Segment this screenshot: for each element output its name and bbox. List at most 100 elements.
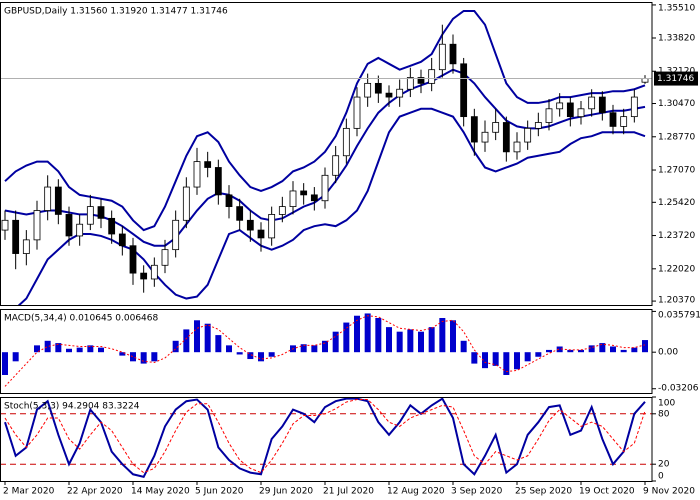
x-tick-label: 9 Nov 2020	[643, 487, 695, 497]
candle-body	[332, 155, 340, 176]
candle-body	[321, 174, 329, 202]
candle-body	[396, 88, 404, 98]
macd-bar	[471, 352, 478, 364]
candle-body	[588, 96, 596, 110]
candle-body	[289, 190, 297, 208]
macd-bar	[44, 340, 51, 353]
macd-bar	[343, 322, 350, 353]
macd-bar	[492, 352, 499, 366]
candle-body	[257, 229, 265, 239]
candle-body	[246, 219, 254, 231]
macd-bar	[620, 349, 627, 353]
y-tick-label: 0.035791	[658, 311, 700, 321]
x-tick-label: 2 Mar 2020	[3, 487, 55, 497]
y-tick-label: 20	[658, 460, 670, 470]
macd-bar	[236, 352, 243, 355]
y-tick-label: 1.33820	[658, 33, 695, 43]
stoch-signal	[4, 399, 646, 474]
macd-bar	[55, 343, 62, 353]
candle-body	[129, 245, 137, 274]
macd-bar	[567, 349, 574, 353]
x-tick-label: 22 Apr 2020	[67, 487, 123, 497]
candle-body	[609, 112, 617, 127]
x-tick-label: 5 Jun 2020	[195, 487, 244, 497]
candle-body	[513, 141, 521, 153]
candle-body	[481, 131, 489, 143]
panel-plot	[2, 313, 648, 387]
stoch-main	[4, 397, 646, 478]
macd-bar	[396, 331, 403, 353]
candle-body	[214, 167, 222, 196]
macd-bar	[546, 349, 552, 353]
candle-body	[86, 206, 94, 225]
y-tick-label: 1.27070	[658, 166, 695, 176]
x-tick-label: 14 May 2020	[131, 487, 190, 497]
macd-bar	[418, 331, 424, 353]
macd-bar	[87, 345, 94, 353]
candle-body	[620, 116, 628, 127]
panel-frame	[0, 2, 653, 306]
candle-body	[65, 214, 73, 237]
candle-body	[449, 43, 457, 65]
candle-body	[97, 206, 105, 219]
candle-body	[193, 161, 201, 188]
macd-bar	[642, 340, 648, 353]
x-tick-label: 19 Oct 2020	[579, 487, 635, 497]
last-price-label: 1.31746	[657, 74, 694, 84]
macd-bar	[631, 347, 638, 353]
panel-frame	[0, 309, 653, 394]
y-tick-label: 0	[658, 472, 664, 482]
panel-title: GBPUSD,Daily 1.31560 1.31920 1.31477 1.3…	[4, 7, 228, 17]
candle-body	[182, 186, 190, 221]
y-tick-label: 1.22020	[658, 264, 695, 274]
panel-plot	[0, 9, 652, 305]
macd-bar	[610, 346, 616, 353]
macd-bar	[503, 352, 510, 375]
macd-bar	[407, 329, 414, 353]
macd-bar	[66, 348, 72, 353]
y-tick-label: 0.00	[658, 348, 678, 358]
candle-body	[460, 63, 468, 118]
candle-body	[54, 186, 62, 215]
macd-bar	[311, 345, 318, 353]
candle-body	[172, 219, 180, 251]
macd-bar	[332, 331, 339, 353]
y-tick-label: -0.03206	[658, 384, 699, 394]
candle-body	[385, 92, 393, 98]
macd-bar	[130, 352, 136, 362]
macd-bar	[386, 327, 392, 353]
y-tick-label: 1.23720	[658, 231, 695, 241]
candle-body	[204, 161, 212, 168]
x-tick-label: 12 Aug 2020	[387, 487, 445, 497]
macd-bar	[588, 345, 595, 353]
last-price-box	[654, 71, 698, 86]
x-tick-label: 25 Sep 2020	[515, 487, 572, 497]
macd-bar	[268, 352, 275, 357]
macd-bar	[482, 352, 488, 369]
candle-body	[108, 217, 116, 235]
macd-bar	[204, 323, 211, 353]
macd-bar	[151, 352, 158, 362]
x-tick-label: 21 Jul 2020	[323, 487, 374, 497]
candle-body	[556, 102, 564, 110]
y-tick-label: 80	[658, 409, 670, 419]
macd-bar	[524, 352, 531, 362]
panel-frame	[0, 397, 653, 482]
macd-bar	[354, 315, 360, 353]
macd-bar	[194, 320, 200, 353]
candle-body	[300, 190, 308, 196]
macd-bar	[12, 352, 19, 362]
macd-bar	[428, 327, 435, 353]
macd-bar	[460, 340, 467, 353]
macd-bar	[535, 352, 542, 357]
macd-bar	[364, 313, 371, 353]
macd-bar	[556, 346, 563, 353]
y-tick-label: 100	[658, 399, 675, 409]
candle-body	[278, 206, 286, 215]
macd-bar	[226, 345, 232, 353]
candle-body	[417, 77, 425, 84]
macd-bar	[98, 347, 104, 353]
candle-body	[470, 116, 478, 143]
macd-bar	[215, 335, 222, 353]
